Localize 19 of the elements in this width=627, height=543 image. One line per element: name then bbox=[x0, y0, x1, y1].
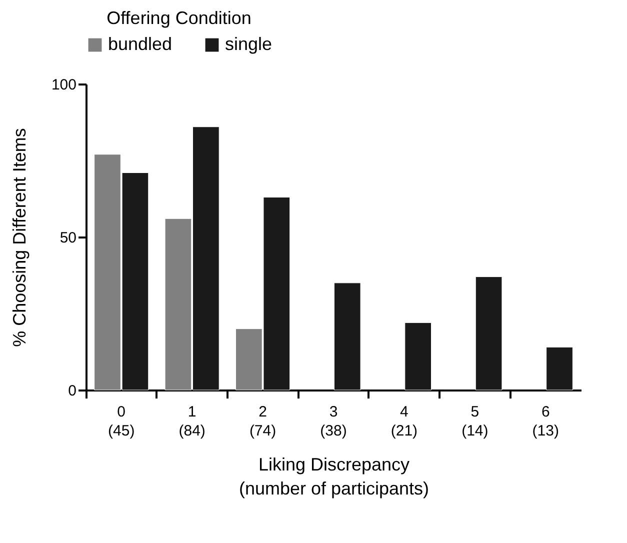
legend-title: Offering Condition bbox=[106, 8, 252, 28]
bar bbox=[546, 346, 573, 390]
x-tick-label: 5 (14) bbox=[462, 404, 488, 440]
legend-label: single bbox=[225, 34, 272, 54]
x-tick-label: 0 (45) bbox=[108, 404, 135, 440]
x-tick-label: 1 (84) bbox=[178, 404, 206, 440]
x-axis-title: Liking Discrepancy (number of participants) bbox=[238, 454, 430, 498]
bar bbox=[404, 322, 432, 390]
bar bbox=[334, 282, 361, 390]
x-tick-label: 6 (13) bbox=[532, 404, 559, 440]
y-tick-label: 100 bbox=[51, 76, 76, 94]
bar bbox=[475, 276, 502, 390]
y-tick-label: 0 bbox=[68, 382, 76, 400]
x-tick-label: 4 (21) bbox=[390, 404, 418, 440]
x-tick-label: 2 (74) bbox=[249, 404, 276, 440]
y-tick-label: 50 bbox=[60, 230, 76, 246]
legend-label: bundled bbox=[108, 34, 172, 54]
x-tick-label: 3 (38) bbox=[320, 404, 347, 440]
y-axis-title: % Choosing Different Items bbox=[9, 128, 30, 347]
